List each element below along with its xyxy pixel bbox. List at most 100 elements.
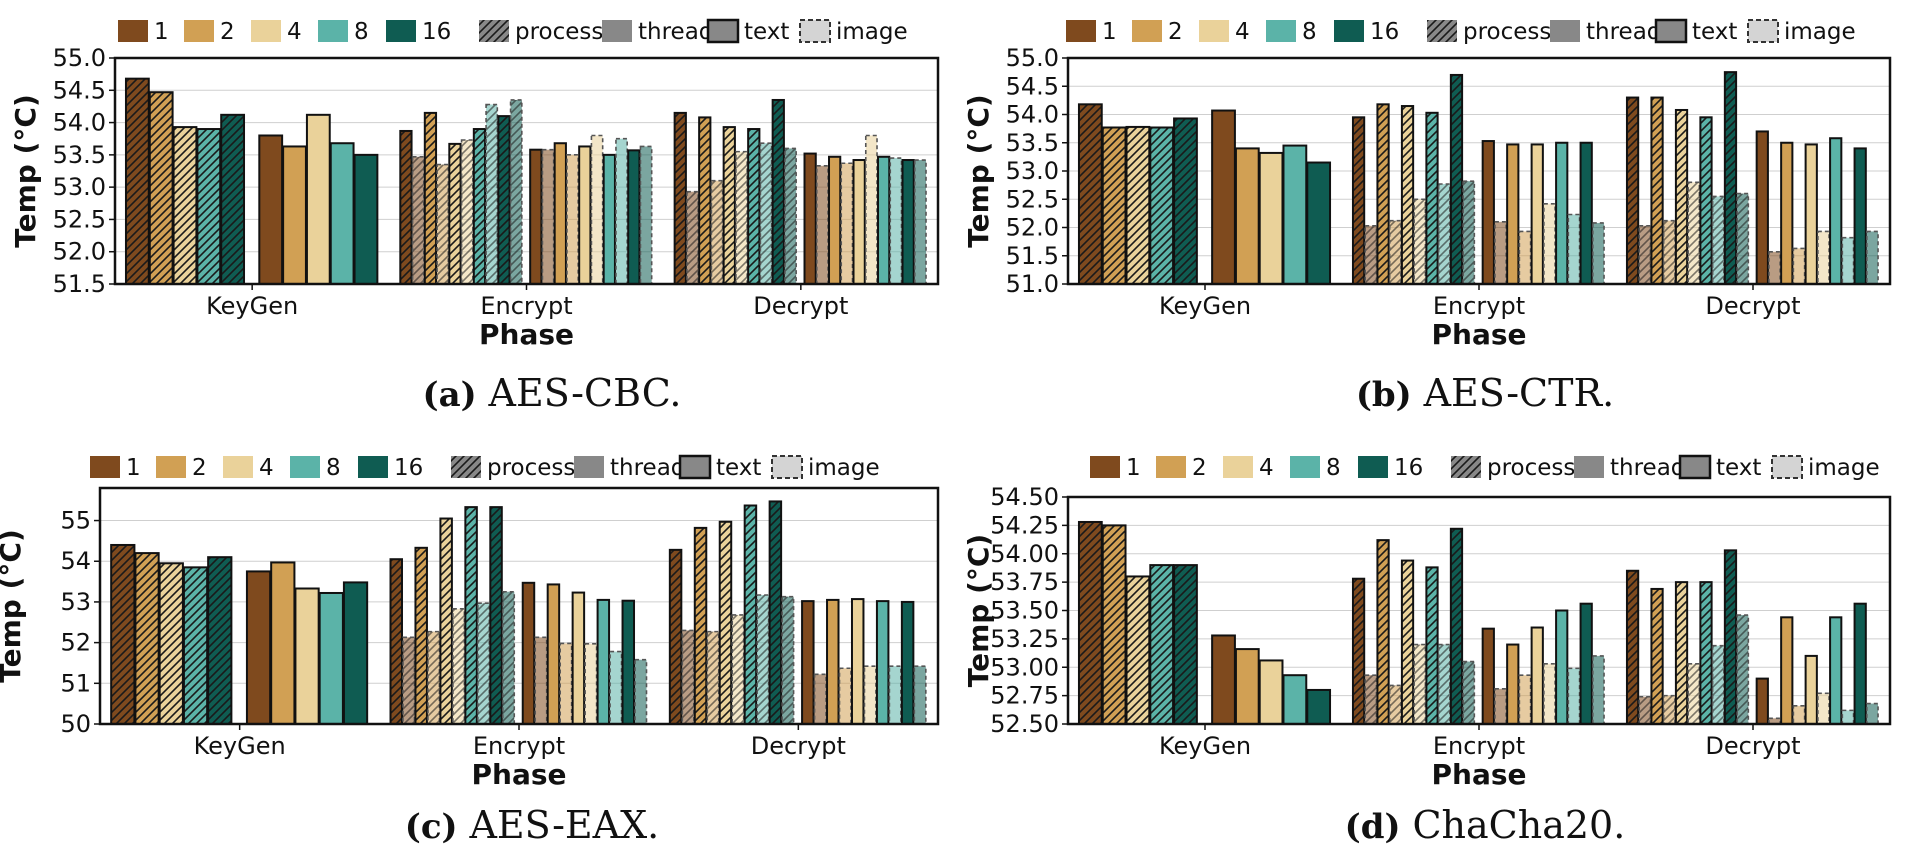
bar-decrypt-size-16 <box>1853 602 1867 725</box>
bar-decrypt-size-16 <box>913 665 927 725</box>
x-tick-label-encrypt: Encrypt <box>1433 292 1525 320</box>
bar-keygen-size-4 <box>1125 575 1151 726</box>
bar-encrypt-size-4 <box>578 145 592 285</box>
legend-swatch-1 <box>1090 456 1120 478</box>
bar-decrypt-size-8 <box>1711 195 1725 285</box>
bars <box>1077 520 1879 726</box>
y-tick-label: 51.0 <box>1006 270 1059 298</box>
bar-keygen-size-1 <box>1077 103 1103 285</box>
x-tick-label-keygen: KeyGen <box>206 292 298 320</box>
bar-encrypt-size-2 <box>423 111 438 285</box>
bar-decrypt-size-16 <box>1866 230 1879 285</box>
bar-encrypt-size-2 <box>1376 539 1390 725</box>
bar-keygen-size-4 <box>1258 659 1284 726</box>
legend-label-text: text <box>716 455 761 481</box>
bar-keygen-size-16 <box>220 113 246 285</box>
legend-label-8: 8 <box>326 455 341 481</box>
y-tick-label: 55 <box>60 507 91 535</box>
bars <box>124 77 927 286</box>
bar-decrypt-size-8 <box>875 600 890 725</box>
bar-encrypt-size-1 <box>1364 225 1378 285</box>
bar-decrypt-size-1 <box>1625 569 1640 726</box>
bar-decrypt-size-8 <box>1711 644 1725 725</box>
legend-swatch-2 <box>184 20 214 42</box>
bar-decrypt-size-2 <box>1780 141 1794 285</box>
y-tick-label: 51.5 <box>1006 242 1059 270</box>
bar-decrypt-size-2 <box>826 598 840 726</box>
bar-encrypt-size-8 <box>1567 667 1581 725</box>
bar-decrypt-size-16 <box>781 595 795 725</box>
bar-encrypt-size-1 <box>1481 140 1495 285</box>
bar-encrypt-size-1 <box>1351 577 1366 725</box>
legend-swatch-image <box>1771 455 1803 479</box>
legend-swatch-image <box>1747 19 1779 43</box>
bar-keygen-size-16 <box>207 556 233 725</box>
bar-decrypt-size-1 <box>1625 96 1640 285</box>
bar-encrypt-size-4 <box>1413 643 1427 725</box>
y-tick-label: 54.0 <box>1006 101 1059 129</box>
bar-decrypt-size-4 <box>1687 663 1701 725</box>
bar-encrypt-size-4 <box>439 517 453 726</box>
x-axis-label: Phase <box>471 758 566 791</box>
bar-encrypt-size-4 <box>1400 105 1415 285</box>
bar-keygen-size-4 <box>294 587 320 725</box>
legend-swatch-thread <box>1574 456 1604 478</box>
bar-decrypt-size-8 <box>759 142 773 285</box>
bar-encrypt-size-1 <box>529 148 543 285</box>
legend-label-16: 16 <box>422 19 451 45</box>
x-tick-label-encrypt: Encrypt <box>473 732 565 760</box>
y-tick-label: 53.50 <box>990 597 1059 625</box>
bar-keygen-size-4 <box>305 113 331 285</box>
bar-decrypt-size-8 <box>743 504 758 725</box>
bar-decrypt-size-2 <box>838 667 852 725</box>
panel-3: 1 2 4 8 16 process thread text image52.5052.7553… <box>962 454 1892 847</box>
bar-keygen-size-2 <box>282 145 307 285</box>
bar-keygen-size-2 <box>1101 126 1127 285</box>
bar-decrypt-size-4 <box>1687 181 1701 285</box>
bar-encrypt-size-4 <box>1530 143 1544 285</box>
legend: 1 2 4 8 16 process thread text image <box>90 454 880 481</box>
bar-decrypt-size-16 <box>771 98 785 285</box>
bar-keygen-size-2 <box>270 561 296 726</box>
bar-encrypt-size-1 <box>1364 674 1378 725</box>
legend-swatch-process <box>1427 20 1457 42</box>
bar-decrypt-size-16 <box>1723 71 1738 286</box>
bar-encrypt-size-16 <box>509 99 523 285</box>
bar-decrypt-size-4 <box>850 598 865 726</box>
bar-encrypt-size-8 <box>596 598 611 726</box>
bar-encrypt-size-16 <box>634 658 648 725</box>
bar-decrypt-size-16 <box>1866 702 1879 725</box>
legend-swatch-8 <box>318 20 348 42</box>
bar-encrypt-size-1 <box>411 155 425 285</box>
legend-label-thread: thread <box>1610 455 1685 481</box>
y-tick-label: 53.0 <box>53 173 106 201</box>
bar-decrypt-size-1 <box>668 548 683 725</box>
bar-decrypt-size-4 <box>852 159 866 286</box>
bar-encrypt-size-4 <box>1543 663 1556 725</box>
legend-label-1: 1 <box>1126 455 1141 481</box>
bar-encrypt-size-8 <box>1567 213 1581 285</box>
bar-encrypt-size-2 <box>436 163 450 285</box>
bar-decrypt-size-16 <box>1736 614 1750 725</box>
bar-decrypt-size-8 <box>1841 709 1855 725</box>
bar-keygen-size-4 <box>172 126 198 285</box>
bar-encrypt-size-1 <box>1351 116 1366 285</box>
bar-encrypt-size-8 <box>615 137 628 285</box>
bar-decrypt-size-2 <box>1792 247 1806 285</box>
bar-decrypt-size-16 <box>913 159 927 285</box>
bar-decrypt-size-2 <box>710 179 724 285</box>
bar-decrypt-size-1 <box>801 600 815 725</box>
bar-keygen-size-8 <box>1149 564 1175 725</box>
bar-decrypt-size-4 <box>863 665 877 725</box>
x-tick-label-decrypt: Decrypt <box>1705 732 1800 760</box>
bar-decrypt-size-16 <box>900 600 915 725</box>
bar-encrypt-size-1 <box>399 129 413 285</box>
bar-encrypt-size-1 <box>534 636 548 725</box>
legend-swatch-image <box>771 455 803 479</box>
bar-keygen-size-1 <box>245 570 272 725</box>
x-axis-label: Phase <box>1431 318 1526 351</box>
legend-label-image: image <box>1808 455 1880 481</box>
bar-encrypt-size-8 <box>1555 141 1569 285</box>
bar-encrypt-size-16 <box>621 599 636 726</box>
legend-label-process: process <box>1487 455 1575 481</box>
